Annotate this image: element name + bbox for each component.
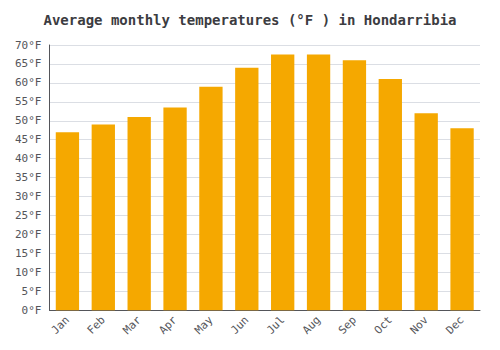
svg-text:5°F: 5°F [22,285,42,298]
svg-text:Mar: Mar [121,313,144,336]
svg-text:Aug: Aug [300,314,323,337]
svg-text:60°F: 60°F [15,76,42,89]
svg-text:Feb: Feb [85,314,108,337]
svg-text:May: May [192,313,215,336]
svg-text:45°F: 45°F [15,133,42,146]
svg-text:35°F: 35°F [15,171,42,184]
svg-text:Apr: Apr [156,313,179,336]
svg-text:30°F: 30°F [15,190,42,203]
svg-text:Dec: Dec [443,314,466,337]
svg-text:Jun: Jun [228,314,251,337]
svg-text:20°F: 20°F [15,228,42,241]
svg-text:40°F: 40°F [15,152,42,165]
svg-text:Nov: Nov [408,313,431,336]
svg-text:Oct: Oct [372,314,395,337]
svg-text:25°F: 25°F [15,209,42,222]
svg-text:Average monthly temperatures (: Average monthly temperatures (°F ) in Ho… [43,12,456,28]
svg-text:0°F: 0°F [22,304,42,317]
svg-text:10°F: 10°F [15,266,42,279]
svg-text:Jul: Jul [264,314,287,337]
svg-text:Sep: Sep [336,314,359,337]
svg-text:70°F: 70°F [15,39,42,52]
svg-text:65°F: 65°F [15,57,42,70]
svg-text:15°F: 15°F [15,247,42,260]
svg-text:Jan: Jan [49,314,72,337]
svg-text:50°F: 50°F [15,114,42,127]
svg-text:55°F: 55°F [15,95,42,108]
